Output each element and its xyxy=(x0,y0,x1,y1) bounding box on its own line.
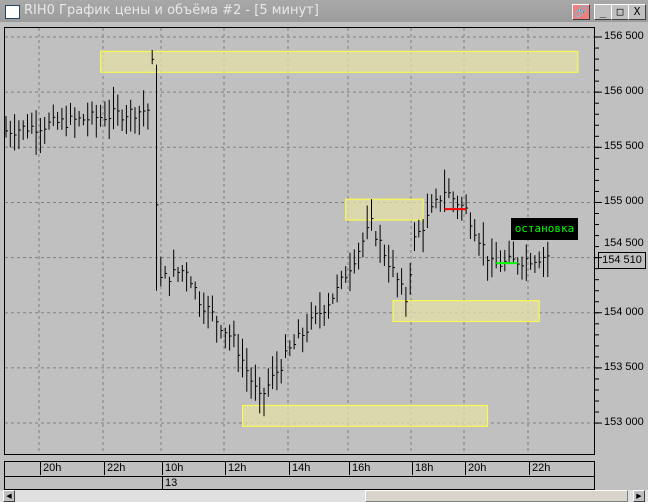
current-price-label: 154 510 xyxy=(598,252,646,269)
close-button[interactable]: X xyxy=(628,4,646,20)
scroll-thumb[interactable] xyxy=(365,490,628,502)
time-axis: 20h 22h 10h 12h 14h 16h 18h 20h 22h 13 xyxy=(4,461,595,490)
price-zone xyxy=(345,198,424,221)
scroll-right-button[interactable]: ▶ xyxy=(633,490,645,502)
window-title: RIH0 График цены и объёма #2 - [5 минут] xyxy=(24,3,319,18)
price-zone xyxy=(242,404,489,427)
price-tick-label: 153 000 xyxy=(604,416,644,429)
chart-window-icon xyxy=(5,5,20,19)
horizontal-scrollbar[interactable]: ◀ ▶ xyxy=(0,490,648,502)
price-zone xyxy=(100,50,579,73)
price-tick-label: 154 000 xyxy=(604,305,644,318)
time-label: 12h xyxy=(225,462,246,475)
title-bar: RIH0 График цены и объёма #2 - [5 минут]… xyxy=(0,0,648,22)
time-label: 10h xyxy=(162,462,183,475)
price-tick-label: 156 500 xyxy=(604,30,644,42)
link-button[interactable]: 🔗 xyxy=(572,4,590,20)
price-tick-label: 156 000 xyxy=(604,85,644,98)
price-zone xyxy=(392,300,540,323)
time-label: 18h xyxy=(412,462,433,475)
price-tick-label: 154 500 xyxy=(604,237,644,249)
time-label: 14h xyxy=(289,462,310,475)
stop-annotation: остановка xyxy=(511,218,578,240)
chart-area[interactable] xyxy=(4,27,595,455)
scroll-left-button[interactable]: ◀ xyxy=(3,490,15,502)
time-label: 16h xyxy=(349,462,370,475)
price-tick-label: 153 500 xyxy=(604,360,644,373)
time-label: 22h xyxy=(104,462,125,475)
date-label: 13 xyxy=(162,477,177,490)
price-tick-label: 155 500 xyxy=(604,140,644,153)
time-label: 22h xyxy=(529,462,550,475)
time-label: 20h xyxy=(40,462,61,475)
price-tick-label: 155 000 xyxy=(604,195,644,208)
time-label: 20h xyxy=(465,462,486,475)
